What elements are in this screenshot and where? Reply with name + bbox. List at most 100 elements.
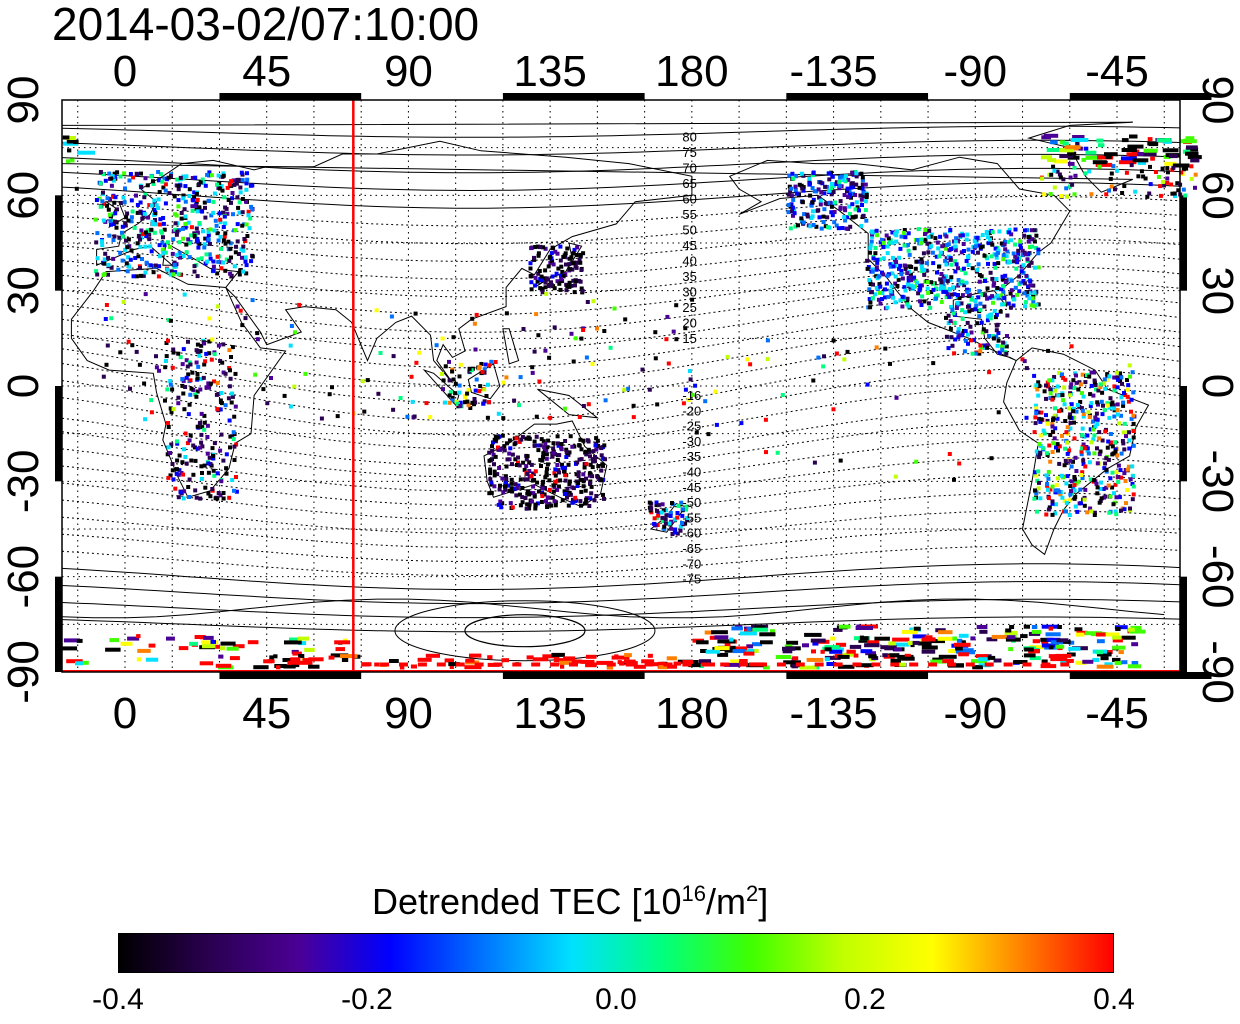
tec-point xyxy=(1015,260,1020,265)
tec-point xyxy=(869,290,874,295)
tec-point xyxy=(340,654,358,659)
tec-point xyxy=(790,205,795,210)
tec-point xyxy=(894,239,899,244)
tec-point xyxy=(975,321,980,326)
tec-point xyxy=(181,174,186,179)
tec-point xyxy=(1032,290,1037,295)
tec-point xyxy=(950,307,955,312)
tec-point xyxy=(220,646,226,651)
coastline xyxy=(422,369,460,407)
tec-point xyxy=(947,662,956,667)
tec-point xyxy=(883,295,888,300)
tec-point xyxy=(961,266,966,271)
tec-point xyxy=(102,201,107,206)
tec-point xyxy=(1112,406,1117,411)
mag-contour xyxy=(61,580,1181,605)
tec-point xyxy=(1072,192,1077,197)
tec-point xyxy=(181,193,186,198)
tec-point xyxy=(1012,297,1017,302)
tec-point xyxy=(776,662,786,667)
tec-point xyxy=(527,492,532,497)
tec-point xyxy=(1127,144,1144,149)
tec-point xyxy=(516,455,520,460)
tec-point xyxy=(1083,380,1088,385)
mag-contour xyxy=(61,322,1181,387)
tec-point xyxy=(748,362,753,367)
tec-point xyxy=(1050,501,1055,506)
tec-point xyxy=(579,336,584,341)
tec-point xyxy=(1193,185,1197,190)
tec-point xyxy=(911,640,920,645)
tec-point xyxy=(786,210,791,215)
tec-point xyxy=(504,375,509,380)
tec-point xyxy=(1022,281,1027,286)
tec-point xyxy=(770,629,775,634)
tec-point xyxy=(216,173,221,178)
tec-point xyxy=(740,631,757,636)
tec-point xyxy=(1053,488,1058,493)
tec-point xyxy=(1034,246,1039,250)
tec-point xyxy=(1045,421,1050,426)
tec-point xyxy=(811,197,816,202)
tec-point xyxy=(584,462,589,467)
tec-point xyxy=(898,662,906,667)
tec-point xyxy=(544,473,549,478)
tec-point xyxy=(1110,400,1115,405)
tec-point xyxy=(196,257,201,262)
tec-point xyxy=(956,327,961,332)
tec-point xyxy=(226,239,231,244)
tec-point xyxy=(890,230,895,235)
tec-point xyxy=(173,221,178,226)
tec-point xyxy=(1073,371,1077,376)
tec-point xyxy=(187,194,192,198)
tec-point xyxy=(503,484,508,489)
tec-point xyxy=(219,479,224,484)
tec-point xyxy=(67,148,72,153)
tec-point xyxy=(341,658,349,662)
tec-point xyxy=(1100,438,1105,443)
tec-point xyxy=(1131,413,1136,418)
tec-point xyxy=(206,491,211,496)
tec-point xyxy=(1020,248,1025,253)
tec-point xyxy=(154,203,159,208)
tec-point xyxy=(888,262,893,267)
tec-point xyxy=(893,474,898,479)
tec-point xyxy=(1104,192,1109,197)
tec-point xyxy=(573,279,578,284)
tec-point xyxy=(1075,632,1085,637)
tec-point xyxy=(1033,415,1038,420)
tec-point xyxy=(656,503,661,508)
tec-point xyxy=(859,197,864,202)
tec-point xyxy=(100,243,105,248)
tec-point xyxy=(466,388,471,392)
tec-point xyxy=(1019,246,1023,250)
tec-point xyxy=(304,647,315,652)
tec-point xyxy=(1023,653,1036,658)
tec-point xyxy=(589,491,594,496)
tec-point xyxy=(1011,294,1016,299)
tec-point xyxy=(811,223,816,227)
mag-contour xyxy=(61,224,1181,262)
tec-point xyxy=(389,314,394,319)
tec-point xyxy=(991,634,1007,639)
tec-point xyxy=(557,281,562,286)
tec-point xyxy=(657,661,666,666)
tec-point xyxy=(228,434,233,439)
tec-point xyxy=(195,274,200,279)
tec-point xyxy=(1179,139,1197,144)
tec-point xyxy=(584,355,589,360)
tec-point xyxy=(195,424,200,429)
tec-point xyxy=(503,487,508,492)
tec-point xyxy=(527,502,532,507)
tec-point xyxy=(215,471,220,476)
colorbar-tick: 0.2 xyxy=(844,983,886,1016)
tec-point xyxy=(188,433,193,438)
tec-point xyxy=(542,492,547,497)
tec-point xyxy=(190,204,195,209)
tec-point xyxy=(544,276,549,281)
tec-point xyxy=(880,291,885,295)
tec-point xyxy=(207,351,212,356)
tec-point xyxy=(187,402,192,407)
tec-point xyxy=(532,657,549,662)
tec-map: 8075706560555045403530252015-16-20-25-30… xyxy=(0,47,1240,738)
